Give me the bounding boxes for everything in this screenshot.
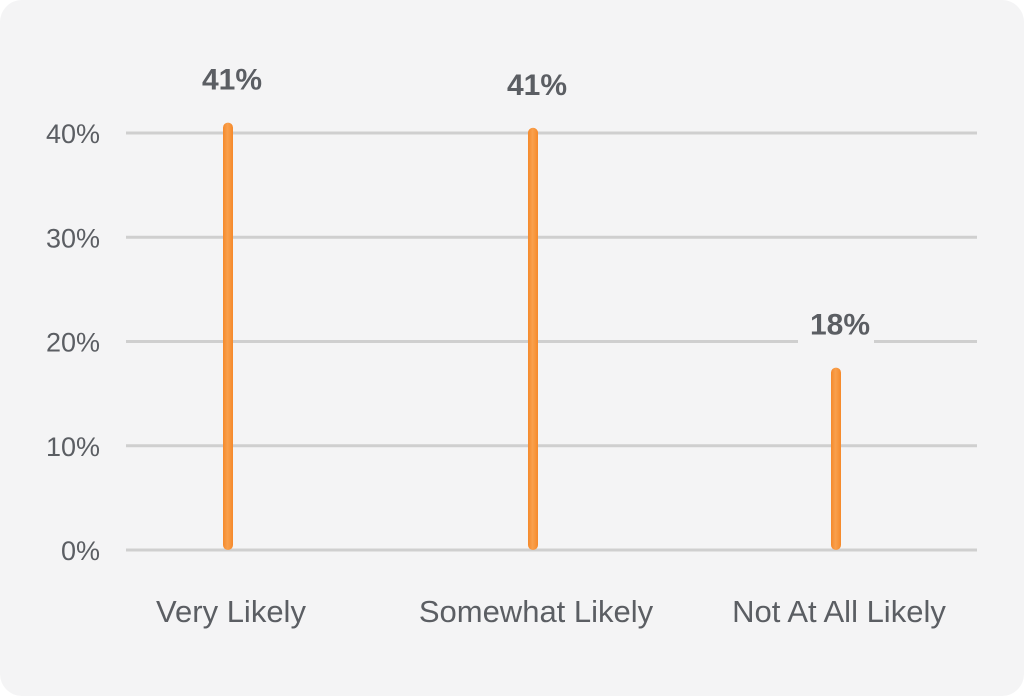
data-label-background bbox=[190, 59, 266, 100]
x-category-label: Not At All Likely bbox=[732, 594, 946, 629]
x-category-label: Very Likely bbox=[156, 594, 306, 629]
y-tick-label: 40% bbox=[46, 119, 100, 149]
x-category-label: Somewhat Likely bbox=[419, 594, 654, 629]
y-tick-label: 20% bbox=[46, 328, 100, 358]
bar-somewhat-likely bbox=[528, 127, 538, 550]
y-tick-label: 10% bbox=[46, 432, 100, 462]
data-label: 41% bbox=[202, 64, 262, 97]
y-tick-label: 30% bbox=[46, 223, 100, 253]
category-labels: Very Likely Somewhat Likely Not At All Lik… bbox=[156, 594, 946, 629]
bars bbox=[223, 122, 841, 550]
data-label-background bbox=[798, 304, 874, 345]
data-label: 41% bbox=[507, 69, 567, 102]
data-label: 18% bbox=[810, 309, 870, 342]
data-labels: 41% 41% 18% bbox=[190, 59, 874, 345]
data-label-background bbox=[495, 64, 571, 105]
y-tick-label: 0% bbox=[61, 536, 100, 566]
bar-not-at-all-likely bbox=[831, 367, 841, 550]
y-axis-ticks: 0% 10% 20% 30% 40% bbox=[46, 119, 100, 566]
bar-very-likely bbox=[223, 122, 233, 550]
